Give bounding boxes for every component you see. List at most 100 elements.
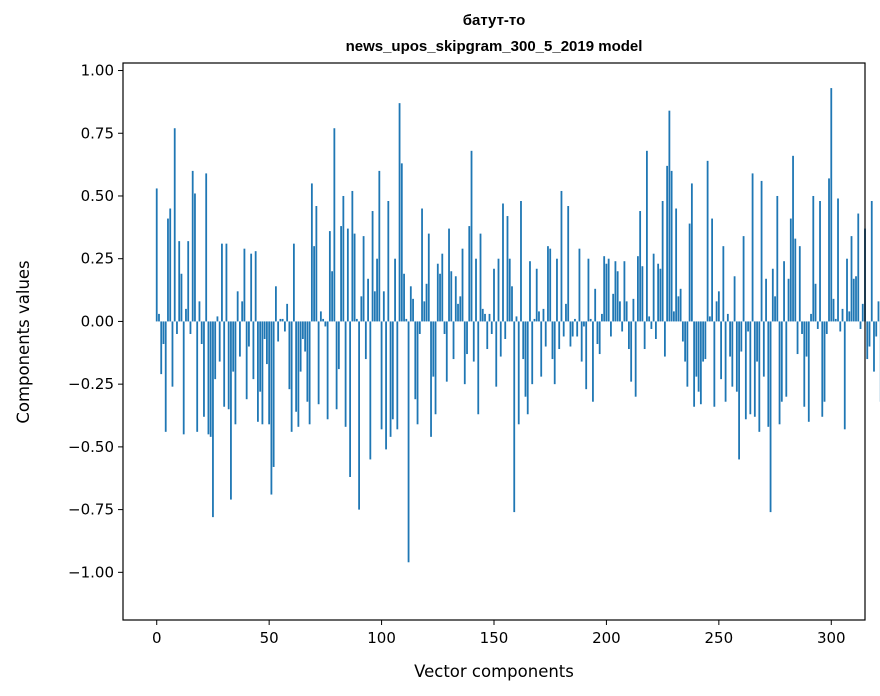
bar [306, 321, 309, 402]
bar [637, 256, 639, 322]
bar [520, 201, 522, 322]
bar [252, 321, 255, 380]
bar [459, 296, 462, 322]
bar [457, 303, 459, 322]
bar [506, 216, 509, 322]
bar [556, 258, 558, 322]
bar [398, 103, 401, 322]
bar [814, 283, 817, 322]
y-tick-label: −0.50 [68, 438, 114, 456]
bar [328, 231, 331, 322]
bar [167, 218, 169, 322]
y-tick-label: 0.50 [81, 187, 114, 205]
bar [565, 303, 567, 322]
bars-group [155, 88, 880, 563]
bar [574, 318, 576, 322]
bar [529, 261, 531, 322]
bar [670, 170, 673, 322]
bar [493, 268, 495, 322]
bar [601, 313, 603, 322]
bar [758, 321, 761, 432]
y-axis-label: Components values [14, 260, 33, 423]
bar [326, 321, 329, 420]
y-tick-label: 0.25 [81, 250, 114, 268]
bar [796, 321, 799, 355]
bar [259, 321, 262, 392]
bar [297, 321, 300, 427]
bar [205, 173, 208, 322]
bar [690, 183, 693, 322]
bar [340, 226, 342, 322]
bar [855, 276, 857, 322]
bar [508, 258, 511, 322]
bar [787, 278, 790, 322]
bar [283, 321, 286, 332]
bar [749, 321, 752, 415]
bar [843, 321, 846, 430]
bar [382, 291, 385, 322]
bar [544, 321, 547, 347]
x-tick-label: 300 [817, 629, 846, 647]
bar [295, 321, 298, 412]
bar [158, 313, 160, 322]
bar [810, 313, 812, 322]
bar [218, 321, 221, 362]
bar [466, 321, 468, 355]
bar [583, 321, 585, 327]
bar [706, 160, 709, 322]
y-tick-label: 0.75 [81, 124, 114, 142]
bar [412, 298, 414, 322]
bar [155, 188, 158, 322]
bar [641, 266, 644, 322]
bar [663, 321, 666, 357]
bar [558, 321, 561, 350]
bar [272, 321, 275, 467]
bar [785, 321, 788, 397]
bar [263, 321, 266, 339]
bar [513, 321, 516, 513]
bar [794, 238, 797, 322]
bar [522, 321, 525, 360]
bar [643, 321, 646, 350]
bar [286, 303, 289, 322]
bar [695, 321, 698, 377]
bar [697, 321, 700, 392]
bar [212, 321, 214, 518]
bar [693, 321, 696, 407]
chart-subtitle: news_upos_skipgram_300_5_2019 model [346, 38, 643, 55]
bar [198, 301, 201, 322]
bar [248, 321, 250, 347]
bar [756, 321, 758, 362]
bar [241, 301, 244, 322]
bar [333, 128, 336, 322]
bar [803, 321, 806, 407]
bar [792, 155, 794, 322]
bar [526, 321, 529, 415]
bar [502, 203, 504, 322]
bar [628, 321, 630, 350]
bar [445, 321, 448, 382]
bar [441, 253, 444, 322]
x-tick-label: 50 [260, 629, 279, 647]
bar [823, 321, 826, 402]
bar [837, 198, 839, 322]
bar [724, 321, 727, 402]
bar [535, 268, 538, 322]
bar [351, 190, 354, 322]
bar [279, 318, 282, 322]
bar [315, 206, 318, 322]
bar [317, 321, 320, 405]
bar [475, 258, 477, 322]
bar [495, 321, 498, 387]
bar [684, 321, 687, 362]
bar [630, 321, 633, 382]
bar [477, 321, 480, 415]
bar [185, 308, 187, 322]
bar [504, 321, 507, 339]
bar [180, 273, 183, 322]
bar [866, 321, 869, 360]
bar [567, 206, 570, 322]
bar [585, 321, 588, 390]
bar [596, 321, 599, 345]
bar [335, 321, 338, 410]
